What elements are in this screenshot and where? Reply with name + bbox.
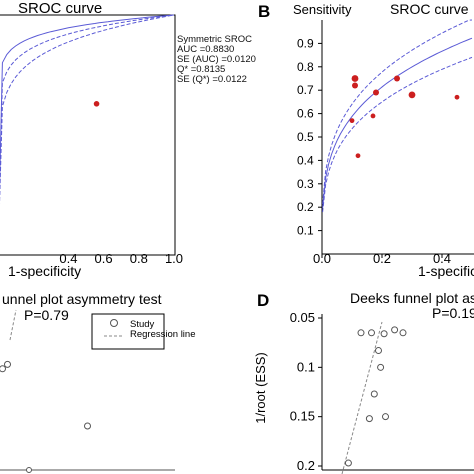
panel-b-point-7 <box>394 75 400 82</box>
panel-c-legend: Study Regression line <box>91 313 195 350</box>
panel-c-title: unnel plot asymmetry test <box>2 291 162 307</box>
panel-a-point-1 <box>93 101 100 107</box>
panel-b-point-9 <box>454 94 460 100</box>
panel-d-point-4 <box>380 330 388 338</box>
panel-c-legend-study-symbol <box>110 319 118 327</box>
panel-a-x-tick-4: 1.0 <box>165 251 183 266</box>
panel-b-y-ticks: 0.1 0.2 0.3 0.4 0.5 0.6 0.7 0.8 0.9 <box>297 36 322 238</box>
panel-d-plot-area <box>321 314 474 474</box>
panel-b-y-tick-1: 0.1 <box>297 224 314 238</box>
panel-d-y-tick-3: 0.15 <box>290 409 315 424</box>
panel-c-legend-box <box>91 313 165 350</box>
panel-a-legend: Symmetric SROC AUC =0.8830 SE (AUC) =0.0… <box>177 34 256 85</box>
panel-a-x-tick-2: 0.6 <box>95 251 113 266</box>
panel-c-legend-study-label: Study <box>130 319 155 330</box>
panel-b-x-tick-2: 0.2 <box>373 251 391 266</box>
panel-a-x-tick-3: 0.8 <box>130 251 148 266</box>
panel-b-x-ticks: 0.0 0.2 0.4 <box>313 251 451 266</box>
panel-b-point-6 <box>373 89 379 96</box>
panel-b-x-tick-1: 0.0 <box>313 251 331 266</box>
panel-c-plot-area <box>0 309 175 473</box>
panel-b-y-tick-8: 0.8 <box>297 60 314 74</box>
panel-a-frame <box>0 14 176 256</box>
panel-b-y-label: Sensitivity <box>293 2 352 17</box>
panel-d-point-11 <box>344 459 352 467</box>
panel-c-regression-line <box>9 309 17 341</box>
panel-a-legend-line-3: SE (AUC) =0.0120 <box>177 54 256 65</box>
panel-b-point-1 <box>349 118 355 124</box>
panel-b-y-tick-7: 0.7 <box>297 83 314 97</box>
panel-a-legend-line-1: Symmetric SROC <box>177 34 252 45</box>
panel-b-y-tick-9: 0.9 <box>297 36 314 50</box>
panel-a-legend-line-2: AUC =0.8830 <box>177 44 234 55</box>
panel-d-y-ticks: 0.05 0.1 0.15 0.2 <box>290 310 322 473</box>
panel-d-point-1 <box>357 329 365 337</box>
panel-c: unnel plot asymmetry test P=0.79 Study R… <box>0 291 195 473</box>
panel-d-subtitle: P=0.19 <box>432 305 474 321</box>
panel-c-point-2 <box>4 360 11 368</box>
panel-d-title: Deeks funnel plot as <box>350 290 474 306</box>
panel-b-point-4 <box>355 153 361 159</box>
panel-a: SROC curve Symmetric SROC AUC =0.8830 SE… <box>0 0 256 279</box>
panel-d-point-10 <box>382 413 389 421</box>
panel-a-x-ticks: 0.4 0.6 0.8 1.0 <box>59 251 183 266</box>
panel-a-plot-area <box>0 14 176 256</box>
panel-c-legend-regression-label: Regression line <box>130 329 195 340</box>
panel-a-sroc-curve <box>0 14 175 190</box>
panel-a-x-tick-1: 0.4 <box>59 251 77 266</box>
panel-d-letter: D <box>257 291 269 310</box>
panel-d-point-6 <box>399 329 407 337</box>
panel-d-y-tick-1: 0.05 <box>290 310 315 325</box>
panel-d: D Deeks funnel plot as P=0.19 1/root (ES… <box>253 290 474 474</box>
panel-b-y-tick-5: 0.5 <box>297 130 314 144</box>
panel-b-ci-upper <box>322 19 473 204</box>
panel-b-title: SROC curve <box>390 1 469 17</box>
panel-b-plot-area <box>321 19 474 255</box>
panel-d-y-tick-2: 0.1 <box>297 359 315 374</box>
panel-b-point-8 <box>408 91 416 99</box>
panel-d-point-8 <box>370 390 378 398</box>
panel-b-y-tick-2: 0.2 <box>297 200 314 214</box>
panel-d-point-3 <box>375 347 382 355</box>
panel-c-point-bottom <box>26 467 32 473</box>
panel-a-x-label: 1-specificity <box>8 263 81 279</box>
panel-b-x-label: 1-specificity <box>418 263 474 279</box>
panel-d-y-tick-4: 0.2 <box>297 458 315 473</box>
panel-b-point-5 <box>370 113 376 119</box>
panel-b-x-tick-3: 0.4 <box>433 251 451 266</box>
panel-d-point-5 <box>391 326 399 334</box>
panel-b-y-tick-6: 0.6 <box>297 107 314 121</box>
panel-d-point-7 <box>377 363 385 371</box>
panel-a-ci-upper <box>0 14 175 197</box>
panel-d-point-2 <box>368 329 375 337</box>
panel-a-ci-lower <box>0 14 175 205</box>
panel-b-letter: B <box>258 2 270 21</box>
panel-b-ci-lower <box>322 56 473 213</box>
panel-c-point-1 <box>0 365 6 373</box>
panel-d-y-label: 1/root (ESS) <box>253 352 268 424</box>
panel-a-legend-line-5: SE (Q*) =0.0122 <box>177 74 247 85</box>
panel-a-legend-line-4: Q* =0.8135 <box>177 64 225 75</box>
panel-b-point-2 <box>351 75 359 82</box>
panel-b: B Sensitivity SROC curve 0.1 0.2 0.3 0.4 0.5… <box>258 1 474 279</box>
panel-b-y-tick-3: 0.3 <box>297 177 314 191</box>
panel-b-point-3 <box>352 82 358 89</box>
panel-d-point-9 <box>365 415 373 423</box>
panel-b-y-tick-4: 0.4 <box>297 153 314 167</box>
panel-d-regression-line <box>341 321 383 474</box>
panel-b-sroc-curve <box>322 37 473 209</box>
panel-c-point-3 <box>84 422 91 430</box>
panel-a-title: SROC curve <box>18 0 102 17</box>
panel-c-subtitle: P=0.79 <box>24 307 69 323</box>
